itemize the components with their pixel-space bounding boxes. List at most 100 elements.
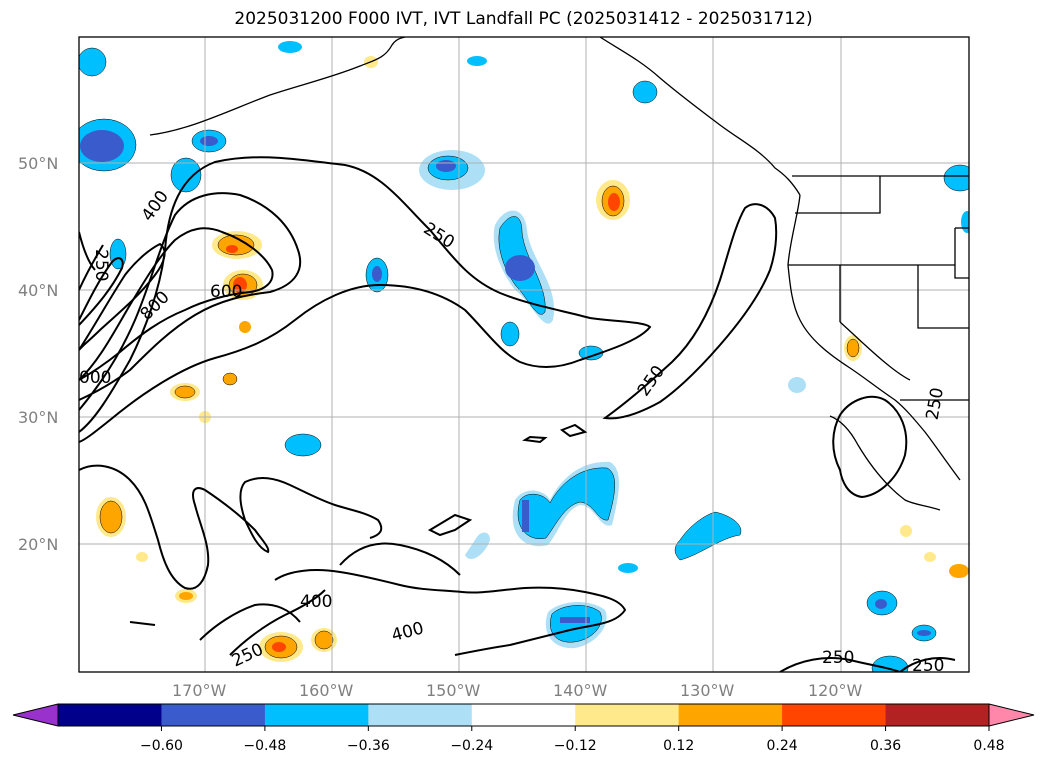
colorbar-tick-label: −0.60 <box>140 738 183 754</box>
patch-orange <box>846 338 860 358</box>
aleutian-coast <box>149 37 406 136</box>
contour-600 <box>79 227 274 381</box>
colorbar-tick-label: 0.24 <box>767 738 798 754</box>
contour-250-baja <box>832 395 908 499</box>
colorbar-segment <box>161 704 266 726</box>
colorbar-tick-label: 0.12 <box>663 738 694 754</box>
patch-blue-dark <box>560 617 590 623</box>
colorbar-segment <box>471 704 576 726</box>
lat-label: 30°N <box>18 408 58 427</box>
patch-orange <box>99 500 123 534</box>
contour-small <box>427 513 473 537</box>
patch-blue <box>500 321 520 347</box>
colorbar-extension-low <box>13 704 58 726</box>
lon-label: 130°W <box>680 681 735 700</box>
contour-800 <box>79 242 166 351</box>
contour-250-se <box>779 657 901 672</box>
patch-yellow <box>136 552 148 562</box>
patch-blue-dark <box>200 136 218 146</box>
lon-label: 150°W <box>426 681 481 700</box>
contour-250-southwest <box>229 589 326 656</box>
contour-fragment <box>129 621 156 626</box>
patch-blue <box>550 605 602 643</box>
colorbar-extension-high <box>989 704 1034 726</box>
colorbar-segment <box>368 704 473 726</box>
contour-small <box>559 423 588 438</box>
patch-blue <box>961 211 969 233</box>
nevada-arizona <box>917 265 969 329</box>
contour-label: 250 <box>912 656 944 676</box>
patch-blue <box>278 41 302 53</box>
patch-blue-dark <box>372 266 382 282</box>
patch-blue-dark <box>80 130 124 162</box>
colorbar-tick-label: −0.24 <box>450 738 493 754</box>
negative-anomaly-patches <box>79 41 969 672</box>
plot-border <box>78 36 970 673</box>
contour-label: 250 <box>91 249 111 281</box>
patch-blue-dark <box>875 599 887 609</box>
contour-label: 400 <box>300 592 332 612</box>
lon-label: 170°W <box>172 681 227 700</box>
contour-250-edge <box>79 231 96 271</box>
lon-label: 140°W <box>553 681 608 700</box>
colorbar-segment <box>678 704 783 726</box>
contour-label: 600 <box>210 282 242 302</box>
positive-anomaly-patches <box>96 56 969 662</box>
contour-400 <box>79 192 302 411</box>
lat-label: 50°N <box>18 154 58 173</box>
patch-red <box>233 277 247 293</box>
patch-yellow <box>924 552 936 562</box>
lat-label: 20°N <box>18 535 58 554</box>
patch-yellow <box>900 525 912 537</box>
patch-blue <box>871 655 909 672</box>
colorbar-segment <box>782 704 887 726</box>
patch-orange <box>239 321 251 333</box>
contour-small <box>522 435 548 444</box>
colorbar-tick-label: −0.36 <box>347 738 390 754</box>
contour-label: 250 <box>822 648 854 668</box>
patch-orange <box>174 385 196 399</box>
alaska-bc-coast <box>599 37 801 196</box>
patch-blue-dark <box>522 500 529 532</box>
coastlines <box>149 37 969 511</box>
utah-line <box>954 228 969 279</box>
patch-red <box>272 642 286 652</box>
colorbar-tick-label: 0.48 <box>973 738 1004 754</box>
colorbar-frame <box>57 703 990 727</box>
patch-blue-light <box>465 532 490 560</box>
ivt-contours <box>79 156 956 672</box>
patch-red <box>608 193 620 211</box>
nevada-diagonal <box>839 321 911 381</box>
patch-blue-dark <box>505 255 535 281</box>
patch-orange <box>179 592 193 600</box>
patch-blue <box>674 511 742 561</box>
patch-red <box>226 245 238 253</box>
longitude-labels: 170°W 160°W 150°W 140°W 130°W 120°W <box>172 681 863 700</box>
contour-250-mid <box>339 542 461 576</box>
latitude-labels: 50°N 40°N 30°N 20°N <box>18 154 58 554</box>
colorbar-segment <box>885 704 990 726</box>
patch-blue <box>284 433 322 457</box>
patch-blue-light <box>788 377 806 393</box>
contour-label: 000 <box>79 368 111 388</box>
patch-blue <box>170 157 202 193</box>
washington-state <box>795 176 881 214</box>
colorbar-segment <box>58 704 162 726</box>
colorbar-tick-label: −0.48 <box>243 738 286 754</box>
lon-label: 120°W <box>808 681 863 700</box>
contour-250-sw2 <box>199 603 301 641</box>
lat-label: 40°N <box>18 281 58 300</box>
patch-blue <box>943 164 969 192</box>
patch-blue-dark <box>917 630 931 636</box>
lon-label: 160°W <box>299 681 354 700</box>
patch-blue <box>79 47 107 77</box>
baja-coast <box>829 415 941 511</box>
colorbar: −0.60 −0.48 −0.36 −0.24 −0.12 0.12 0.24 0.36 0.4… <box>12 703 1035 754</box>
patch-orange <box>949 564 969 578</box>
patch-orange <box>222 372 238 386</box>
colorbar-tick-label: 0.36 <box>870 738 901 754</box>
graticule <box>79 37 969 672</box>
colorbar-ticks: −0.60 −0.48 −0.36 −0.24 −0.12 0.12 0.24 0.36 0.4… <box>140 726 1005 754</box>
patch-blue <box>467 56 487 66</box>
